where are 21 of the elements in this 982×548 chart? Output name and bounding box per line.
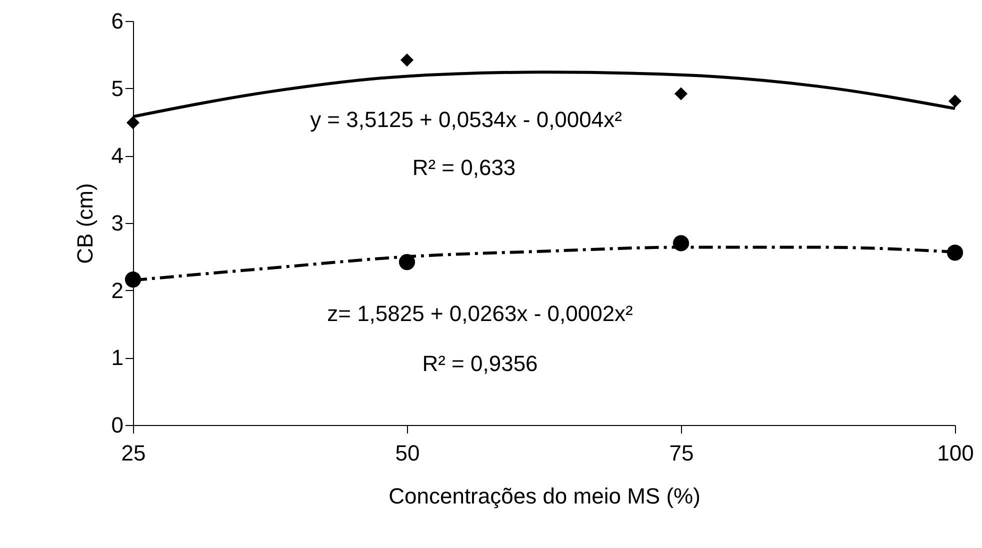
point: [948, 94, 962, 108]
y-tick-label: 2: [111, 278, 124, 303]
x-tick-label: 75: [669, 440, 694, 466]
x-tick-label: 50: [395, 440, 420, 466]
x-tick-label: 25: [121, 440, 146, 466]
y-tick-label: 6: [111, 8, 124, 34]
y-tick-label: 4: [111, 143, 124, 168]
point: [126, 116, 140, 130]
y-tick-label: 1: [111, 345, 124, 370]
y-axis-title: CB (cm): [72, 183, 98, 264]
annotation: R² = 0,9356: [422, 351, 538, 376]
y-tick-label: 5: [111, 76, 124, 101]
x-axis-title: Concentrações do meio MS (%): [388, 484, 700, 508]
annotation: z= 1,5825 + 0,0263x - 0,0002x²: [327, 301, 633, 326]
annotation: y = 3,5125 + 0,0534x - 0,0004x²: [310, 107, 622, 132]
point: [674, 87, 688, 100]
y-tick-label: 0: [111, 412, 124, 438]
point: [400, 54, 414, 67]
annotation: R² = 0,633: [412, 155, 516, 180]
x-tick-label: 100: [937, 440, 974, 466]
y-tick-label: 3: [111, 210, 124, 236]
